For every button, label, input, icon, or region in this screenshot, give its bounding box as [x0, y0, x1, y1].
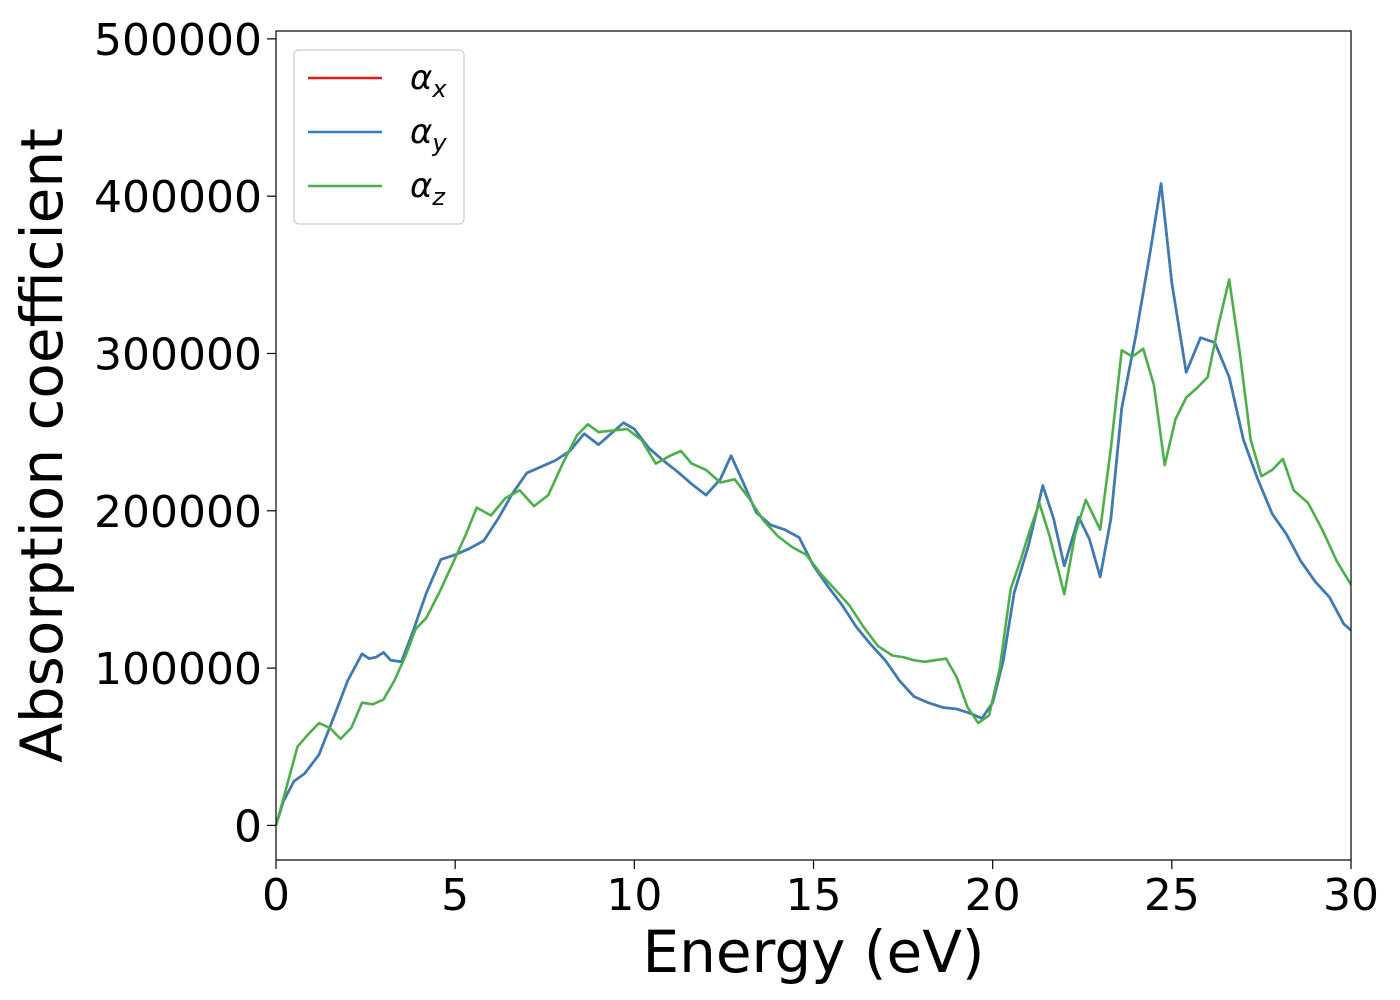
y-axis-ticks: 0 100000 200000 300000 400000 500000	[94, 15, 276, 852]
x-tick-label: 0	[262, 870, 290, 921]
legend: αx αy αz	[293, 49, 465, 225]
x-tick-label: 30	[1323, 870, 1379, 921]
x-tick-label: 15	[786, 870, 842, 921]
legend-box	[293, 49, 465, 225]
x-tick-label: 20	[965, 870, 1021, 921]
y-tick-label: 200000	[94, 487, 262, 538]
x-axis-ticks: 0 5 10 15 20 25 30	[262, 860, 1379, 921]
x-tick-label: 25	[1144, 870, 1200, 921]
legend-label-z: αz	[410, 166, 446, 211]
x-axis-label: Energy (eV)	[642, 918, 984, 986]
y-tick-label: 500000	[94, 15, 262, 66]
y-tick-label: 0	[234, 801, 262, 852]
legend-label-x: αx	[410, 58, 447, 103]
y-axis-label: Absorption coefficient	[8, 128, 76, 763]
y-tick-label: 100000	[94, 644, 262, 695]
series-layer	[276, 182, 1351, 826]
y-tick-label: 400000	[94, 172, 262, 223]
series-line-z	[276, 278, 1351, 826]
x-tick-label: 5	[441, 870, 469, 921]
x-tick-label: 10	[606, 870, 662, 921]
legend-label-y: αy	[410, 112, 447, 157]
y-tick-label: 300000	[94, 329, 262, 380]
series-line-y	[276, 182, 1351, 826]
